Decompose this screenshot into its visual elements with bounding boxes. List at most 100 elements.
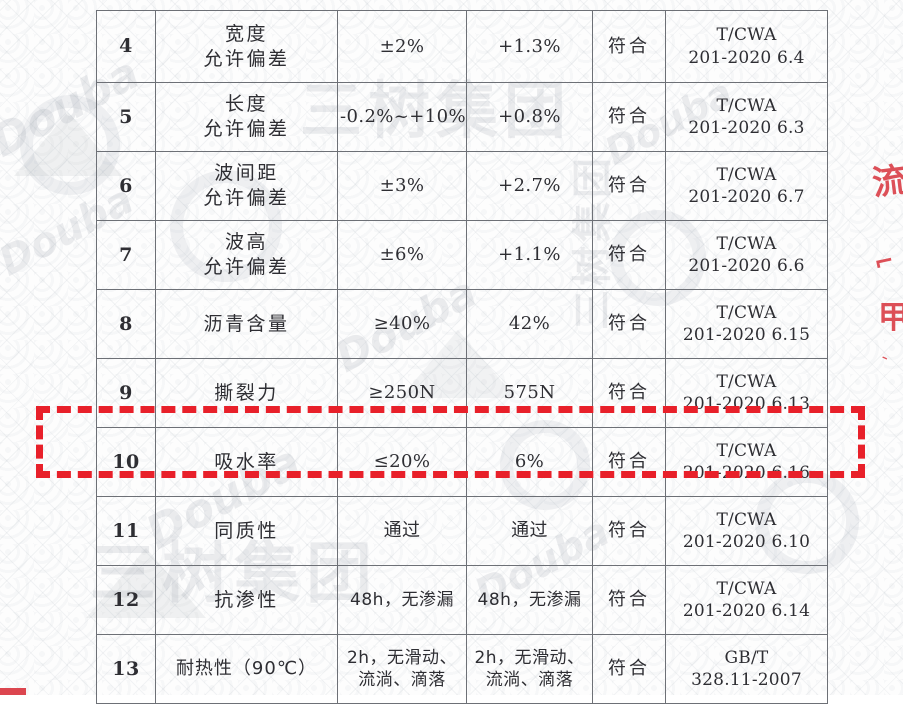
row-number-cell: 5 [96, 82, 156, 152]
standard-line-1: T/CWA [716, 233, 777, 254]
standard-ref-cell: GB/T 328.11-2007 [665, 634, 828, 704]
spec-requirement-cell: ≥40% [337, 289, 467, 359]
item-name-cell: 长度 允许偏差 [155, 82, 338, 152]
table-row: 7 波高 允许偏差 ±6% +1.1% 符合 T/CWA 201-2020 6.… [96, 220, 828, 290]
spec-requirement-cell: 48h，无渗漏 [337, 565, 467, 635]
spec-requirement-cell: ≤20% [337, 427, 467, 497]
conclusion-cell: 符合 [592, 82, 666, 152]
spec-requirement-cell: ±6% [337, 220, 467, 290]
standard-line-1: T/CWA [716, 440, 777, 461]
standard-line-2: 201-2020 6.15 [682, 325, 811, 345]
item-name-cell: 撕裂力 [155, 358, 338, 428]
standard-ref-cell: T/CWA 201-2020 6.3 [665, 82, 828, 152]
standard-line-1: T/CWA [716, 164, 777, 185]
standard-line-1: T/CWA [716, 371, 777, 392]
item-name-cell: 耐热性（90℃） [155, 634, 338, 704]
spec-requirement-cell: 通过 [337, 496, 467, 566]
test-result-cell: +2.7% [466, 151, 593, 221]
spec-line-2: 流淌、滴落 [358, 670, 446, 690]
row-number-cell: 10 [96, 427, 156, 497]
result-line-2: 流淌、滴落 [485, 670, 574, 690]
spec-requirement-cell: ≥250N [337, 358, 467, 428]
standard-line-2: 201-2020 6.10 [682, 532, 811, 552]
item-name-cell: 同质性 [155, 496, 338, 566]
table-row: 4 宽度 允许偏差 ±2% +1.3% 符合 T/CWA 201-2020 6.… [96, 10, 828, 83]
item-line-1: 宽度 [224, 22, 268, 45]
test-result-cell: +1.1% [466, 220, 593, 290]
conclusion-cell: 符合 [592, 151, 666, 221]
test-result-cell: 48h，无渗漏 [466, 565, 593, 635]
item-line-1: 波间距 [214, 162, 279, 185]
item-name-cell: 波高 允许偏差 [155, 220, 338, 290]
row-number-cell: 11 [96, 496, 156, 566]
test-result-cell: 2h，无滑动、 流淌、滴落 [466, 634, 593, 704]
standard-line-1: GB/T [724, 647, 769, 668]
table-row-highlighted: 10 吸水率 ≤20% 6% 符合 T/CWA 201-2020 6.16 [96, 427, 828, 497]
standard-ref-cell: T/CWA 201-2020 6.6 [665, 220, 828, 290]
row-number-cell: 12 [96, 565, 156, 635]
test-result-cell: +0.8% [466, 82, 593, 152]
item-name-cell: 波间距 允许偏差 [155, 151, 338, 221]
standard-line-1: T/CWA [716, 25, 777, 46]
red-annotation-mark-3: 甲 [878, 300, 903, 336]
spec-requirement-cell: 2h，无滑动、 流淌、滴落 [337, 634, 467, 704]
table-row: 8 沥青含量 ≥40% 42% 符合 T/CWA 201-2020 6.15 [96, 289, 828, 359]
table-row: 9 撕裂力 ≥250N 575N 符合 T/CWA 201-2020 6.13 [96, 358, 828, 428]
standard-line-2: 201-2020 6.4 [688, 47, 805, 68]
standard-line-1: T/CWA [716, 578, 777, 599]
test-result-cell: 42% [466, 289, 593, 359]
table-row: 5 长度 允许偏差 -0.2%~+10% +0.8% 符合 T/CWA 201-… [96, 82, 828, 152]
item-name-cell: 抗渗性 [155, 565, 338, 635]
standard-line-2: 201-2020 6.14 [682, 601, 811, 621]
standard-line-2: 328.11-2007 [691, 670, 802, 690]
spec-requirement-cell: -0.2%~+10% [337, 82, 467, 152]
row-number-cell: 6 [96, 151, 156, 221]
row-number-cell: 7 [96, 220, 156, 290]
test-result-cell: 575N [466, 358, 593, 428]
red-annotation-mark-1: 流 [870, 160, 903, 204]
item-name-cell: 沥青含量 [155, 289, 338, 359]
red-annotation-mark-2: ⌐ [871, 246, 897, 278]
spec-line-1: 2h，无滑动、 [346, 647, 458, 668]
standard-ref-cell: T/CWA 201-2020 6.13 [665, 358, 828, 428]
conclusion-cell: 符合 [592, 289, 666, 359]
table-row: 12 抗渗性 48h，无渗漏 48h，无渗漏 符合 T/CWA 201-2020… [96, 565, 828, 635]
inspection-results-table: 4 宽度 允许偏差 ±2% +1.3% 符合 T/CWA 201-2020 6.… [96, 10, 828, 704]
standard-ref-cell: T/CWA 201-2020 6.10 [665, 496, 828, 566]
row-number-cell: 13 [96, 634, 156, 704]
conclusion-cell: 符合 [592, 10, 666, 83]
standard-line-2: 201-2020 6.16 [682, 463, 811, 483]
test-result-cell: +1.3% [466, 10, 593, 83]
red-edge-mark [0, 688, 26, 695]
table-row: 6 波间距 允许偏差 ±3% +2.7% 符合 T/CWA 201-2020 6… [96, 151, 828, 221]
conclusion-cell: 符合 [592, 634, 666, 704]
standard-line-2: 201-2020 6.7 [688, 187, 805, 207]
standard-line-2: 201-2020 6.6 [688, 256, 805, 276]
item-name-cell: 吸水率 [155, 427, 338, 497]
spec-requirement-cell: ±2% [337, 10, 467, 83]
standard-line-2: 201-2020 6.13 [682, 394, 811, 414]
standard-ref-cell: T/CWA 201-2020 6.4 [665, 10, 828, 83]
standard-ref-cell: T/CWA 201-2020 6.15 [665, 289, 828, 359]
conclusion-cell: 符合 [592, 358, 666, 428]
item-line-2: 允许偏差 [203, 47, 290, 70]
inspection-results-table-wrapper: 4 宽度 允许偏差 ±2% +1.3% 符合 T/CWA 201-2020 6.… [96, 10, 828, 704]
test-result-cell: 通过 [466, 496, 593, 566]
row-number-cell: 4 [96, 10, 156, 83]
red-annotation-mark-4: 、 [877, 341, 898, 364]
conclusion-cell: 符合 [592, 496, 666, 566]
standard-ref-cell: T/CWA 201-2020 6.7 [665, 151, 828, 221]
test-result-cell: 6% [466, 427, 593, 497]
item-line-1: 波高 [224, 231, 268, 254]
standard-line-1: T/CWA [716, 302, 777, 323]
conclusion-cell: 符合 [592, 565, 666, 635]
item-line-2: 允许偏差 [203, 118, 290, 140]
item-line-2: 允许偏差 [203, 256, 290, 278]
table-row: 11 同质性 通过 通过 符合 T/CWA 201-2020 6.10 [96, 496, 828, 566]
table-row: 13 耐热性（90℃） 2h，无滑动、 流淌、滴落 2h，无滑动、 流淌、滴落 … [96, 634, 828, 704]
item-name-cell: 宽度 允许偏差 [155, 10, 338, 83]
row-number-cell: 8 [96, 289, 156, 359]
standard-ref-cell: T/CWA 201-2020 6.14 [665, 565, 828, 635]
standard-line-1: T/CWA [716, 509, 777, 530]
